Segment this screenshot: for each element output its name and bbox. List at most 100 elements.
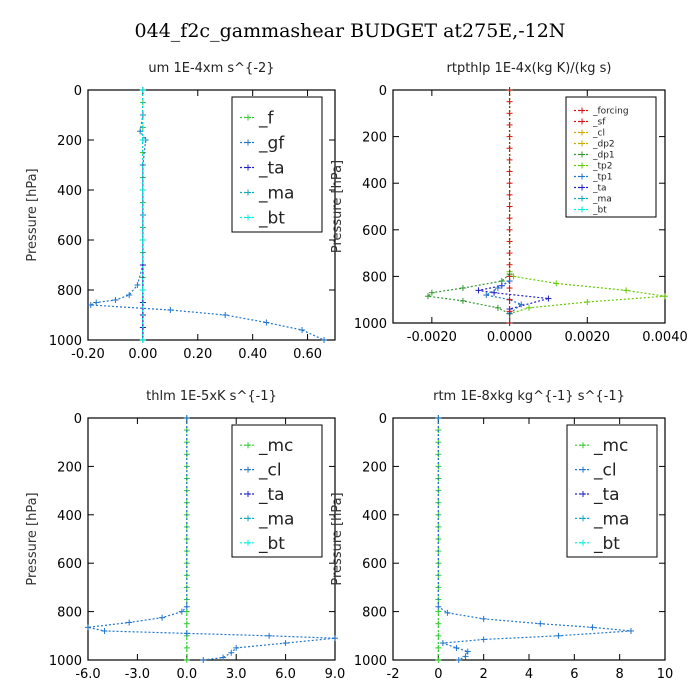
legend-label: _dp2 (592, 140, 615, 150)
data-point-bt (139, 287, 146, 293)
data-point-gf (134, 282, 141, 288)
series-ta (475, 278, 552, 326)
data-point-forcing (506, 110, 513, 117)
legend-label: _f (258, 108, 275, 128)
y-axis-label: Pressure [hPa] (25, 492, 40, 585)
legend-label: _dp1 (592, 151, 615, 161)
y-tick-label: 0 (74, 84, 82, 99)
data-point-tp1 (483, 292, 490, 299)
plot-frame (392, 89, 666, 324)
data-point-forcing (506, 238, 513, 245)
data-point-cl (282, 640, 289, 647)
y-tick-label: 800 (57, 284, 82, 299)
legend-box (566, 424, 658, 558)
y-tick-label: 0 (379, 84, 387, 99)
legend-entry: _ma (575, 509, 629, 529)
x-tick-label: 3.0 (226, 667, 247, 682)
data-point-mc (183, 620, 190, 627)
legend-marker (579, 184, 585, 191)
legend-marker (580, 539, 586, 546)
legend-entry: _tp2 (574, 162, 612, 172)
data-point-bt (139, 137, 146, 143)
data-point-cl (462, 653, 469, 660)
legend-entry: _sf (574, 118, 606, 128)
series-cl (435, 415, 634, 663)
data-point-dp1 (494, 304, 501, 311)
legend-entry: _ta (575, 485, 620, 505)
data-point-tp2 (584, 299, 591, 306)
y-tick-label: 600 (57, 557, 82, 572)
x-tick-label: 0.40 (238, 347, 267, 362)
x-tick-label: 0 (434, 667, 442, 682)
y-tick-label: 0 (74, 412, 82, 427)
data-point-gf (93, 299, 100, 306)
data-point-cl (159, 614, 166, 621)
data-point-forcing (506, 226, 513, 233)
x-tick-label: 0.0040 (642, 330, 688, 345)
data-point-forcing (506, 308, 513, 315)
legend-marker (245, 442, 251, 449)
legend-label: _cl (592, 129, 605, 139)
legend-marker (579, 162, 585, 169)
legend: _forcing_sf_cl_dp2_dp1_tp2_tp1_ta_ma_bt (565, 96, 657, 218)
legend-label: _bt (593, 534, 620, 554)
legend-label: _ma (258, 183, 294, 203)
legend-entry: _mc (575, 436, 628, 456)
data-point-forcing (506, 98, 513, 105)
series-forcing (506, 87, 513, 326)
legend-label: _ta (593, 485, 620, 505)
data-point-forcing (506, 203, 513, 210)
data-point-gf (321, 337, 328, 343)
legend-marker (245, 214, 251, 221)
legend-label: _ta (592, 184, 607, 194)
y-tick-label: 400 (362, 177, 387, 192)
data-point-forcing (506, 168, 513, 175)
y-tick-label: 600 (362, 557, 387, 572)
data-point-cl (183, 415, 190, 421)
data-point-cl (85, 624, 91, 631)
legend-label: _cl (258, 461, 282, 481)
y-tick-label: 800 (362, 270, 387, 285)
y-tick-label: 400 (57, 184, 82, 199)
panel-2: rtpthlp 1E-4x(kg K)/(kg s) Pressure [hPa]… (330, 61, 688, 345)
data-point-dp1 (424, 293, 431, 300)
legend-label: _tp1 (592, 173, 612, 183)
data-point-cl (435, 603, 442, 610)
data-point-bt (139, 337, 146, 343)
x-tick-label: -0.0020 (407, 330, 457, 345)
page-title: 044_f2c_gammashear BUDGET at275E,-12N (134, 20, 566, 42)
legend-label: _ma (593, 509, 629, 529)
legend: _f _gf _ta _ma _bt (231, 96, 323, 233)
panel-title: rtm 1E-8xkg kg^{-1} s^{-1} (433, 389, 625, 404)
data-point-tp2 (553, 280, 560, 287)
legend-label: _mc (258, 436, 293, 456)
data-point-gf (112, 297, 119, 303)
legend-entry: _ta (240, 158, 285, 178)
data-point-forcing (506, 296, 513, 303)
legend-entry: _bt (575, 534, 620, 554)
legend-entry: _dp1 (574, 151, 615, 161)
data-point-tp1 (518, 301, 525, 308)
legend-entry: _bt (574, 206, 607, 216)
panel-3: thlm 1E-5xK s^{-1} Pressure [hPa] 0 200 400 6… (25, 389, 345, 682)
data-point-gf (263, 319, 270, 326)
series-line-gf (90, 90, 325, 341)
legend-entry: _cl (575, 461, 617, 481)
legend-marker (245, 515, 251, 522)
x-tick-label: 6 (570, 667, 578, 682)
legend-label: _ma (258, 509, 294, 529)
data-point-forcing (506, 250, 513, 257)
y-tick-label: 400 (362, 509, 387, 524)
y-tick-label: 1000 (354, 317, 387, 332)
data-point-forcing (506, 273, 513, 280)
legend-marker (579, 195, 585, 202)
data-point-forcing (506, 215, 513, 222)
y-tick-label: 0 (379, 412, 387, 427)
y-tick-label: 1000 (49, 654, 82, 669)
data-point-forcing (506, 180, 513, 187)
data-point-gf (87, 302, 94, 308)
data-point-cl (200, 657, 207, 663)
legend-marker (579, 118, 585, 125)
data-point-mc (183, 644, 190, 651)
legend-entry: _f (240, 108, 275, 128)
